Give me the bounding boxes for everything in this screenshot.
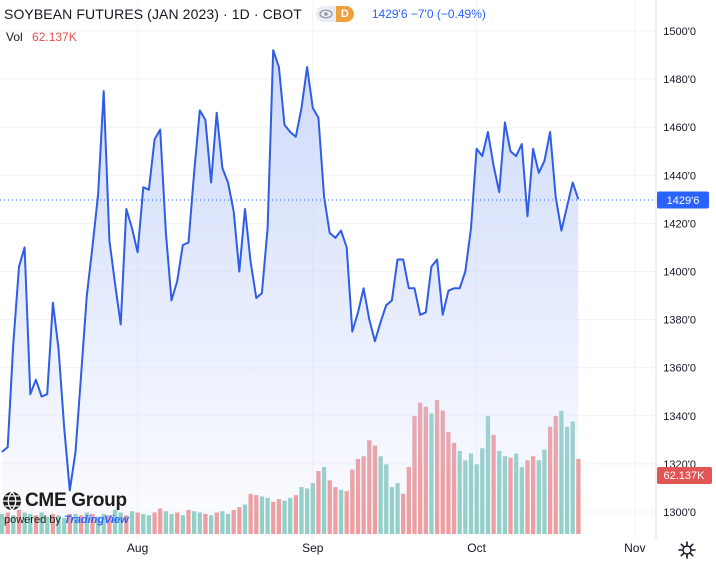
volume-bar xyxy=(576,458,581,534)
y-tick-label: 1400'0 xyxy=(663,267,696,279)
y-tick-label: 1440'0 xyxy=(663,170,696,182)
y-tick-label: 1380'0 xyxy=(663,315,696,327)
y-tick-label: 1460'0 xyxy=(663,122,696,134)
y-axis: 1500'0 1480'0 1460'0 1440'0 1420'0 1400'0 1380… xyxy=(663,26,696,519)
logo-text: CME Group xyxy=(25,490,127,511)
symbol-title: SOYBEAN FUTURES (JAN 2023) · 1D · CBOT xyxy=(4,6,302,22)
price-line xyxy=(1,49,580,492)
cme-logo[interactable]: CME Group powered by TradingView xyxy=(2,490,129,526)
y-tick-label: 1340'0 xyxy=(663,411,696,423)
powered-by: powered by TradingView xyxy=(4,514,129,526)
price-quote: 1429'6 −7'0 (−0.49%) xyxy=(371,7,486,21)
tradingview-brand: TradingView xyxy=(63,514,129,526)
y-tick-label: 1300'0 xyxy=(663,507,696,519)
x-axis: AugSepOctNovDec xyxy=(127,541,646,555)
svg-text:1429'6: 1429'6 xyxy=(667,195,700,207)
volume-value: 62.137K xyxy=(32,30,77,44)
y-tick-label: 1420'0 xyxy=(663,218,696,230)
x-tick-label: Aug xyxy=(127,541,148,555)
y-tick-label: 1360'0 xyxy=(663,363,696,375)
x-tick-label: Oct xyxy=(467,541,486,555)
svg-text:62.137K: 62.137K xyxy=(664,470,706,482)
y-tick-label: 1500'0 xyxy=(663,26,696,38)
x-tick-label: Nov xyxy=(624,541,645,555)
interval-badge[interactable]: D xyxy=(335,6,354,22)
price-area xyxy=(2,50,579,534)
globe-icon xyxy=(3,491,21,511)
volume-label: Vol xyxy=(6,30,23,44)
y-tick-label: 1480'0 xyxy=(663,74,696,86)
volume-legend: Vol 62.137K xyxy=(6,30,77,44)
eye-icon[interactable] xyxy=(315,6,336,22)
last-price-tag: 1429'6 xyxy=(657,191,709,209)
x-tick-label: Sep xyxy=(302,541,324,555)
gear-icon[interactable] xyxy=(677,540,697,560)
chart-header: SOYBEAN FUTURES (JAN 2023) · 1D · CBOT D… xyxy=(4,4,486,24)
volume-tag: 62.137K xyxy=(657,467,712,484)
